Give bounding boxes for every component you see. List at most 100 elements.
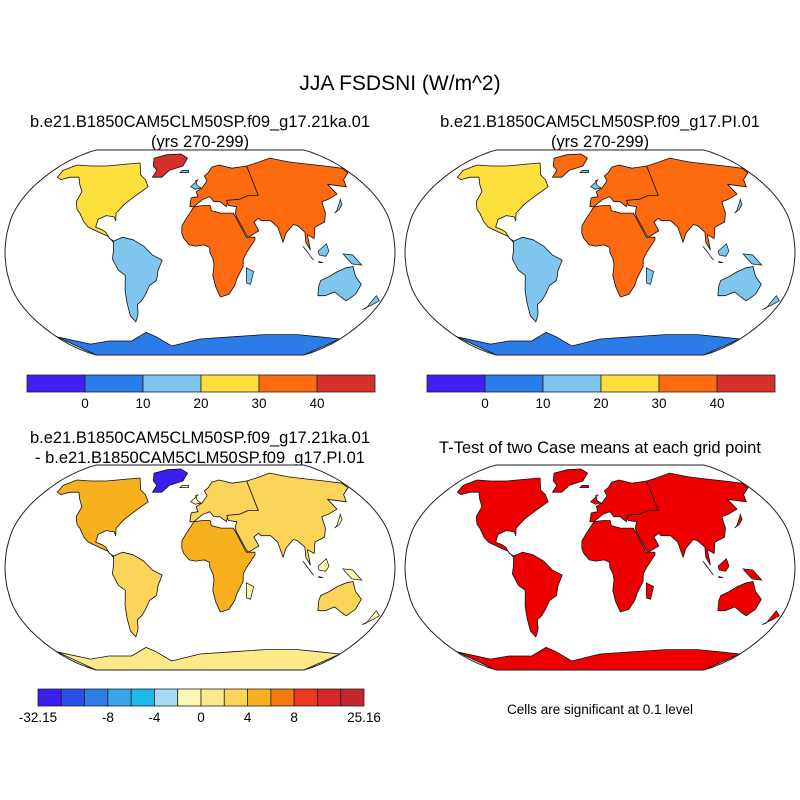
panel-3-title-line2: - b.e21.B1850CAM5CLM50SP.f09_g17.PI.01 <box>35 449 365 467</box>
panel-3-colorbar-tick-label: -8 <box>102 710 114 725</box>
panel-3-title-line1: b.e21.B1850CAM5CLM50SP.f09_g17.21ka.01 <box>29 429 371 447</box>
panel-4-region-greenland <box>552 468 588 493</box>
panel-4-island-4 <box>718 575 724 579</box>
panel-3-colorbar-tick-label: 0 <box>197 710 205 725</box>
panel-1-colorbar-tick-label: 10 <box>135 396 150 411</box>
panel-1-colorbar-swatch <box>26 374 86 393</box>
panel-2-colorbar-swatch <box>484 374 544 393</box>
panel-4-island-0 <box>590 494 602 505</box>
panel-1-title: b.e21.B1850CAM5CLM50SP.f09_g17.21ka.01 (… <box>0 112 400 152</box>
panel-1-colorbar: 0 10 20 30 40 <box>26 374 376 411</box>
panel-4-island-6 <box>742 568 763 581</box>
panel-2-title-line1: b.e21.B1850CAM5CLM50SP.f09_g17.PI.01 <box>440 113 760 131</box>
panel-1-island-6 <box>342 253 363 266</box>
panel-2-region-africa <box>581 205 656 298</box>
panel-1-island-7 <box>245 267 255 285</box>
panel-4-title-line1: T-Test of two Case means at each grid po… <box>439 439 761 457</box>
panel-3-region-europe <box>189 479 259 523</box>
panel-1-region-north-america <box>56 162 149 243</box>
panel-4-region-australia <box>717 581 762 617</box>
panel-3-colorbar-tick-label: -32.15 <box>19 710 57 725</box>
panel-1-colorbar-swatch <box>316 374 376 393</box>
panel-4-title: T-Test of two Case means at each grid po… <box>400 438 800 458</box>
panel-1-colorbar-swatch <box>84 374 144 393</box>
panel-1-island-0 <box>190 179 202 190</box>
panel-3-colorbar-swatch <box>200 688 225 707</box>
panel-4-island-8 <box>761 610 780 625</box>
panel-1-colorbar-tick-label: 30 <box>251 396 266 411</box>
panel-4-island-3 <box>702 560 714 576</box>
panel-1-region-antarctica <box>56 332 341 356</box>
panel-2-island-5 <box>717 242 730 257</box>
panel-1-island-4 <box>318 260 324 264</box>
panel-3-colorbar-swatch <box>37 688 62 707</box>
panel-1-region-south-america <box>112 236 163 323</box>
panel-2-colorbar-swatch <box>426 374 486 393</box>
panel-2-island-7 <box>645 267 655 285</box>
panel-1-island-5 <box>317 242 330 257</box>
panel-3-colorbar: -32.15 -8 -4 0 4 8 25.16 <box>19 688 381 725</box>
panel-1-map <box>4 149 396 356</box>
panel-2-colorbar-tick-label: 10 <box>535 396 550 411</box>
panel-4-region-south-america <box>512 551 563 638</box>
panel-4-region-europe <box>589 479 659 523</box>
panel-2-colorbar-swatch <box>658 374 718 393</box>
panel-2-colorbar-tick-label: 0 <box>481 396 489 411</box>
panel-2-colorbar-swatch <box>716 374 776 393</box>
panel-2-colorbar-swatch <box>542 374 602 393</box>
panel-3-colorbar-swatch <box>247 688 272 707</box>
panel-1-colorbar-tick-label: 20 <box>193 396 208 411</box>
panel-3-region-asia <box>226 472 349 566</box>
panel-4-region-north-america <box>456 477 549 558</box>
panel-2-island-1 <box>579 170 589 173</box>
panel-2-island-3 <box>702 245 714 261</box>
panel-3-colorbar-swatch <box>130 688 155 707</box>
panel-3-colorbar-swatch <box>293 688 318 707</box>
panel-3-island-4 <box>318 575 324 579</box>
panel-2-island-0 <box>590 179 602 190</box>
panel-3-region-australia <box>317 581 362 617</box>
panel-1-island-8 <box>361 295 380 310</box>
panel-3-title: b.e21.B1850CAM5CLM50SP.f09_g17.21ka.01 -… <box>0 428 400 468</box>
panel-2-island-2 <box>734 197 743 214</box>
panel-3-region-north-america <box>56 477 149 558</box>
panel-3-region-antarctica <box>56 647 341 671</box>
panel-3-colorbar-swatch <box>223 688 248 707</box>
panel-4-region-asia <box>626 472 749 566</box>
panel-3-colorbar-tick-label: 4 <box>244 710 252 725</box>
panel-3-colorbar-tick-label: -4 <box>148 710 160 725</box>
panel-2-region-australia <box>717 266 762 302</box>
panel-4-island-5 <box>717 557 730 572</box>
panel-4-region-africa <box>581 520 656 613</box>
panel-1-island-3 <box>302 245 314 261</box>
panel-3-region-south-america <box>112 551 163 638</box>
significance-note: Cells are significant at 0.1 level <box>506 702 694 717</box>
panel-1-region-greenland <box>152 153 188 178</box>
panel-3-colorbar-swatch <box>107 688 132 707</box>
panel-3-colorbar-swatch <box>154 688 179 707</box>
panel-2-island-6 <box>742 253 763 266</box>
panel-3-colorbar-swatch <box>177 688 202 707</box>
panel-2-island-8 <box>761 295 780 310</box>
panel-3-map <box>4 464 396 671</box>
panel-2-region-greenland <box>552 153 588 178</box>
panel-2-region-north-america <box>456 162 549 243</box>
figure-title: JJA FSDSNI (W/m^2) <box>299 72 501 95</box>
panel-3-colorbar-swatch <box>60 688 85 707</box>
panel-3-island-8 <box>361 610 380 625</box>
panel-1-colorbar-swatch <box>258 374 318 393</box>
panel-1-colorbar-swatch <box>142 374 202 393</box>
panel-3-island-5 <box>317 557 330 572</box>
panel-3-region-greenland <box>152 468 188 493</box>
panel-3-island-1 <box>179 485 189 488</box>
panel-3-colorbar-tick-label: 8 <box>290 710 298 725</box>
panel-2-title-line2: (yrs 270-299) <box>550 133 650 151</box>
panel-3-colorbar-swatch <box>84 688 109 707</box>
panel-3-region-africa <box>181 520 256 613</box>
panel-1-colorbar-tick-label: 40 <box>309 396 324 411</box>
panel-1-region-australia <box>317 266 362 302</box>
panel-4-island-2 <box>734 512 743 529</box>
panel-1-region-europe <box>189 164 259 208</box>
panel-3-colorbar-swatch <box>340 688 365 707</box>
panel-2-map <box>404 149 796 356</box>
